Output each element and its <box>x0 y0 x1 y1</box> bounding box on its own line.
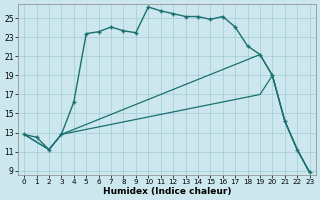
X-axis label: Humidex (Indice chaleur): Humidex (Indice chaleur) <box>103 187 231 196</box>
